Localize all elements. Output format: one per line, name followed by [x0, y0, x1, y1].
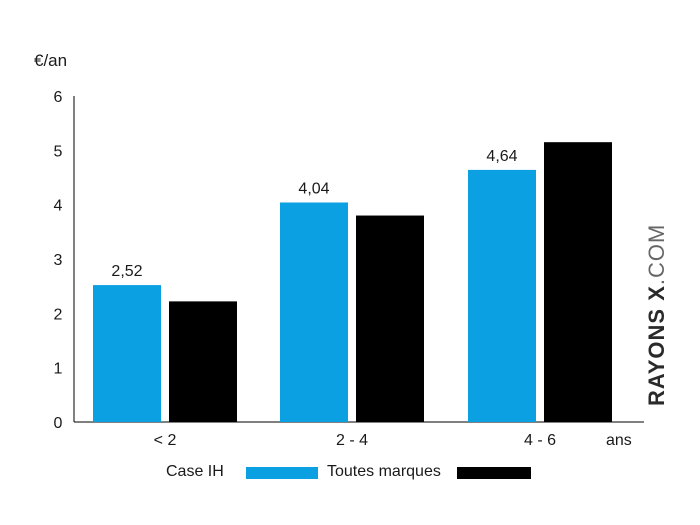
bar-toutes-marques-0 [169, 301, 237, 422]
x-tick-label-2: 4 - 6 [524, 432, 556, 449]
legend-label-case-ih: Case IH [166, 463, 224, 480]
bar-case-ih-0 [93, 285, 161, 422]
bars-group: 2,52 4,04 4,64 [93, 142, 612, 422]
x-axis-ticks: < 2 2 - 4 4 - 6 [154, 432, 556, 449]
y-axis-ticks: 0 1 2 3 4 5 6 [54, 89, 63, 432]
watermark-logo: RAYONS X.COM [644, 224, 669, 406]
y-tick-label-2: 2 [54, 306, 63, 323]
bar-case-ih-2 [468, 169, 536, 422]
y-tick-label-6: 6 [54, 89, 63, 106]
bar-case-ih-1 [280, 202, 348, 422]
watermark-bold-text: RAYONS X [644, 285, 669, 406]
bar-toutes-marques-1 [356, 215, 424, 422]
y-tick-label-1: 1 [54, 361, 63, 378]
y-axis-unit-label: €/an [34, 51, 67, 70]
x-tick-label-1: 2 - 4 [336, 432, 368, 449]
legend-swatch-case-ih [246, 467, 318, 479]
data-label-case-ih-1: 4,04 [298, 180, 329, 197]
bar-toutes-marques-2 [544, 142, 612, 422]
legend-swatch-toutes-marques [457, 467, 531, 479]
x-tick-label-0: < 2 [154, 432, 177, 449]
watermark-light-text: .COM [644, 224, 669, 285]
y-tick-label-5: 5 [54, 143, 63, 160]
legend-label-toutes-marques: Toutes marques [327, 463, 441, 480]
y-tick-label-4: 4 [54, 198, 63, 215]
y-tick-label-3: 3 [54, 252, 63, 269]
data-label-case-ih-0: 2,52 [111, 263, 142, 280]
legend: Case IH Toutes marques [166, 463, 531, 480]
y-tick-label-0: 0 [54, 415, 63, 432]
svg-text:RAYONS X.COM: RAYONS X.COM [644, 224, 669, 406]
x-axis-unit-label: ans [606, 432, 632, 449]
data-label-case-ih-2: 4,64 [486, 148, 517, 165]
